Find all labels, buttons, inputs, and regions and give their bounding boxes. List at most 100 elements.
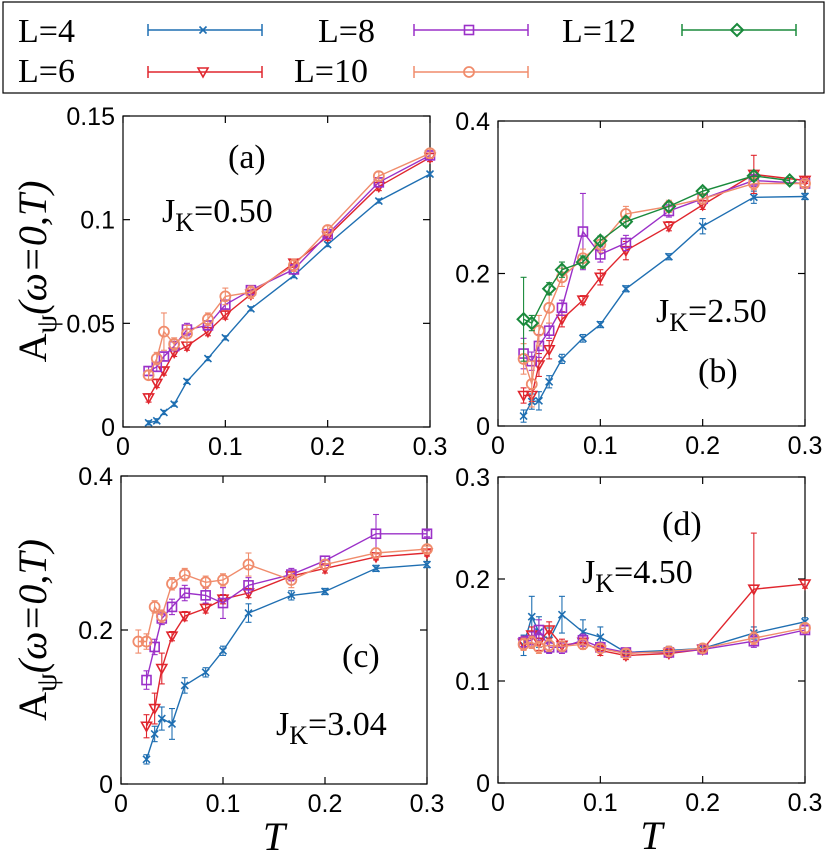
data-point	[425, 169, 435, 179]
data-point	[168, 338, 181, 350]
legend-label-l6: L=6	[18, 53, 75, 90]
data-point	[199, 603, 213, 616]
panel-c: 0 0.1 0.2 0.3 0 0.2 0.4 (c) JK=3.04 Aψ(ω=0,T) T	[10, 463, 444, 852]
data-point	[217, 574, 229, 586]
data-point	[370, 528, 382, 540]
coupling-annotation-a: JK=0.50	[162, 193, 273, 237]
x-tick-label: 0.2	[685, 432, 720, 460]
y-tick-label: 0.05	[66, 310, 115, 338]
data-point	[664, 252, 673, 261]
data-point	[285, 574, 298, 586]
data-point	[155, 610, 168, 623]
data-point	[749, 193, 758, 202]
legend-marker-l8	[463, 24, 475, 36]
data-point	[557, 610, 567, 619]
data-point	[577, 638, 589, 651]
y-tick-label: 0.4	[455, 108, 490, 136]
data-point	[799, 177, 811, 190]
data-point	[798, 579, 812, 591]
data-point	[244, 608, 253, 618]
data-point	[321, 224, 334, 236]
data-point	[424, 147, 436, 160]
series-line-l6	[145, 552, 428, 727]
data-point	[421, 528, 433, 540]
legend-marker-l6	[196, 67, 210, 79]
data-point	[800, 192, 810, 201]
data-point	[158, 351, 170, 362]
data-point	[576, 295, 590, 307]
y-tick-label: 0.1	[80, 207, 115, 235]
data-point	[150, 378, 164, 391]
data-point	[246, 304, 255, 313]
data-point	[592, 233, 608, 249]
data-point	[182, 377, 192, 386]
x-tick-label: 0.1	[583, 789, 618, 817]
data-point	[422, 560, 432, 569]
legend-marker-l12	[729, 22, 745, 38]
data-point	[159, 408, 168, 417]
data-point	[243, 580, 254, 591]
data-point	[662, 221, 676, 233]
y-tick-label: 0.15	[66, 103, 115, 131]
y-tick-label: 0.2	[455, 566, 490, 594]
data-point	[142, 369, 155, 382]
data-point	[524, 315, 540, 331]
data-point	[140, 635, 153, 648]
data-point	[578, 334, 588, 343]
series-l12	[516, 168, 798, 362]
x-tick-label: 0.3	[413, 433, 448, 461]
data-point	[620, 647, 632, 660]
data-point	[181, 327, 193, 340]
data-point	[374, 196, 383, 206]
coupling-annotation-b: JK=2.50	[656, 293, 767, 337]
data-point	[150, 729, 159, 739]
data-point	[543, 301, 556, 314]
panel-label-a: (a)	[228, 139, 266, 176]
legend-label-l4: L=4	[18, 13, 75, 50]
data-point	[556, 640, 568, 653]
data-point	[170, 400, 179, 409]
x-tick-label: 0.2	[308, 790, 343, 818]
series-line-l4	[522, 613, 806, 654]
series-l10	[142, 147, 436, 382]
data-point	[371, 564, 381, 573]
series-l4	[142, 560, 432, 765]
x-tick-label: 0.3	[788, 789, 823, 817]
data-point	[662, 645, 675, 658]
data-point	[799, 622, 811, 634]
data-point	[577, 226, 589, 237]
data-point	[545, 377, 554, 386]
legend-label-l8: L=8	[318, 13, 375, 50]
data-point	[575, 254, 591, 270]
data-point	[218, 310, 232, 322]
data-point	[166, 577, 178, 590]
coupling-annotation-c: JK=3.04	[276, 706, 387, 750]
data-point	[319, 558, 331, 571]
data-point	[596, 633, 605, 642]
data-point	[542, 344, 556, 357]
data-point	[132, 635, 145, 648]
data-point	[149, 641, 160, 653]
data-point	[421, 543, 433, 556]
data-point	[218, 646, 228, 655]
data-point	[596, 320, 605, 329]
data-point	[618, 214, 634, 230]
plot-frame-b	[497, 120, 806, 427]
x-tick-label: 0.1	[208, 433, 243, 461]
x-axis-title-d: T	[640, 813, 665, 852]
data-point	[158, 325, 170, 338]
data-point	[593, 272, 607, 284]
data-point	[157, 714, 166, 723]
x-tick-label: 0	[114, 790, 128, 818]
data-point	[141, 674, 152, 686]
series-l8	[141, 513, 433, 690]
data-point	[534, 396, 543, 405]
data-point	[167, 719, 177, 729]
y-tick-label: 0	[476, 770, 490, 798]
data-point	[179, 587, 191, 599]
data-point	[621, 284, 630, 293]
y-axis-title-c: Aψ(ω=0,T)	[10, 539, 63, 721]
x-tick-label: 0	[491, 789, 505, 817]
data-point	[203, 354, 213, 363]
data-point	[165, 631, 179, 643]
